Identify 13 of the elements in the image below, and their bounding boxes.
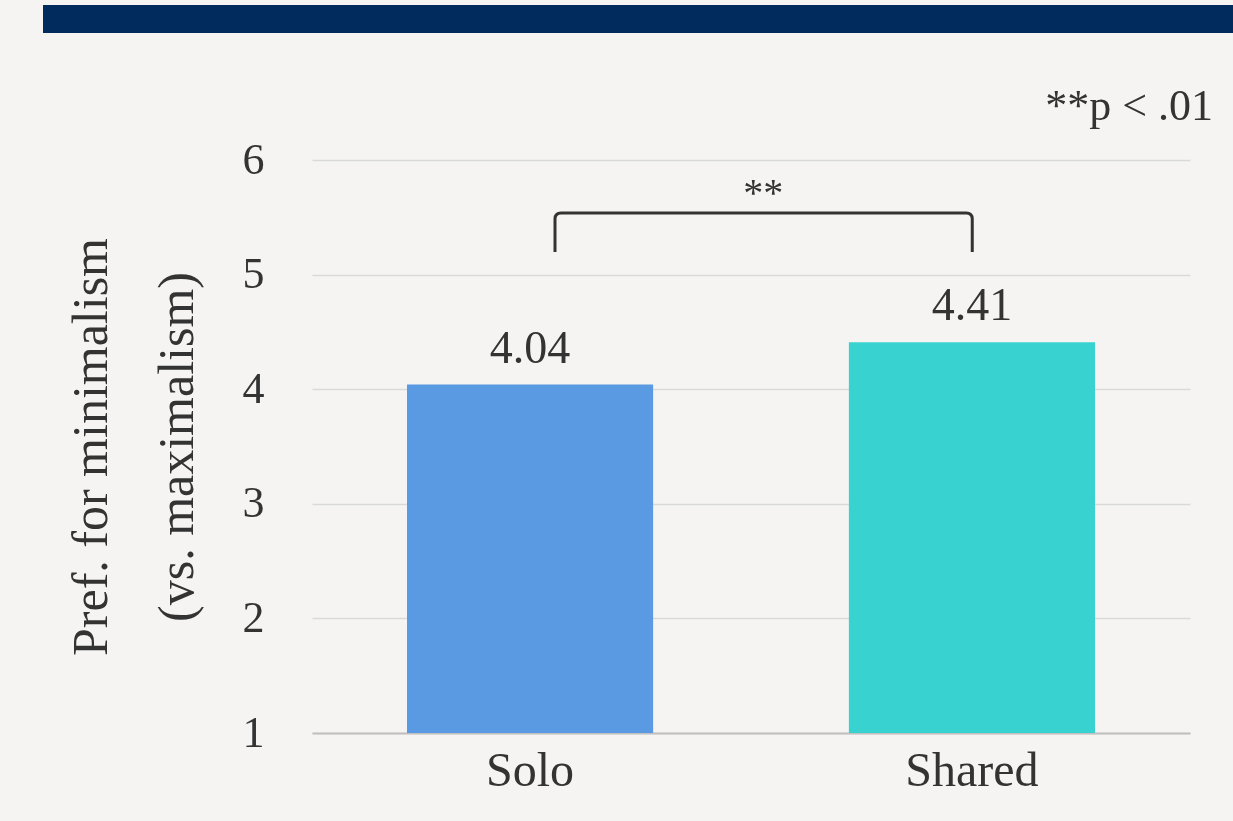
- annotation: **: [743, 168, 784, 216]
- y-tick-label: 5: [242, 249, 265, 299]
- y-tick-label: 3: [242, 478, 265, 528]
- x-tick-label: Shared: [905, 742, 1039, 796]
- data-label: 4.41: [931, 279, 1013, 331]
- data-label: 4.04: [489, 321, 571, 373]
- y-tick-label: 4: [242, 363, 265, 413]
- x-tick-label: Solo: [486, 742, 575, 796]
- y-tick-label: 1: [242, 707, 265, 757]
- y-tick-label: 6: [242, 134, 265, 184]
- y-axis-title: Pref. for minimalism (vs. maximalism): [61, 237, 204, 656]
- y-tick-label: 2: [242, 592, 265, 642]
- text: **p < .01: [1045, 80, 1213, 131]
